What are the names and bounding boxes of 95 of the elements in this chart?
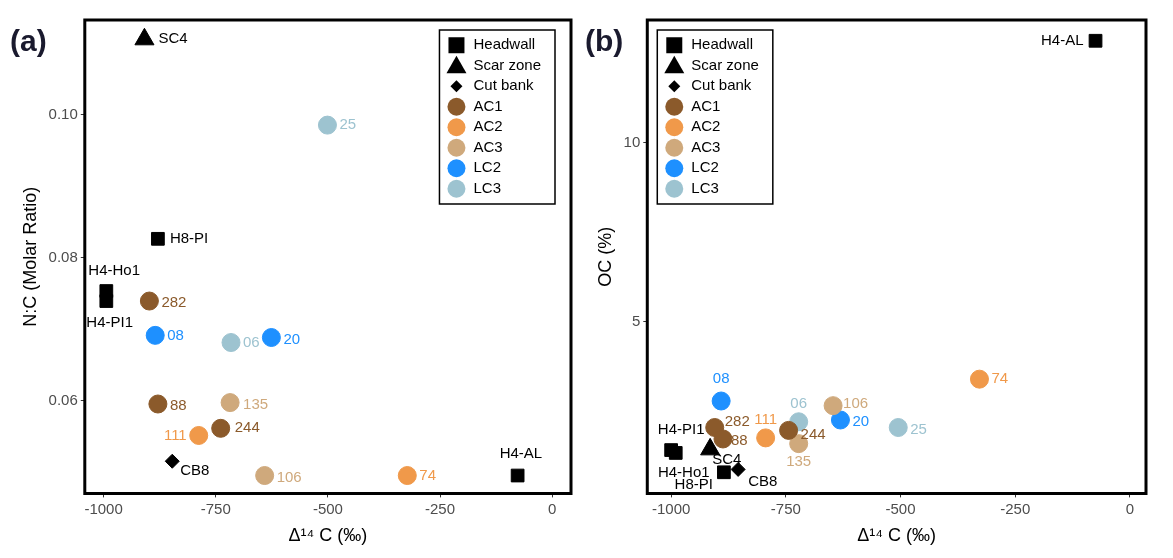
legend-label: AC2 (691, 117, 721, 135)
x-tick-label: -1000 (84, 499, 123, 517)
point (151, 231, 165, 246)
legend-label: Cut bank (473, 76, 534, 94)
point (756, 428, 776, 448)
point (717, 465, 731, 480)
point (1088, 33, 1103, 48)
annotation: H4-PI1 (657, 420, 705, 438)
legend-label: Headwall (473, 35, 536, 53)
annotation: 88 (730, 431, 748, 449)
annotation: 20 (852, 412, 870, 430)
x-tick-label: -250 (1000, 499, 1031, 517)
y-tick-label: 0.10 (48, 104, 78, 122)
annotation: 282 (724, 411, 750, 429)
annotation: 111 (163, 425, 187, 443)
point (823, 396, 843, 416)
legend-label: Scar zone (691, 55, 759, 73)
annotation: SC4 (158, 29, 188, 47)
point (888, 418, 908, 438)
annotation: H8-PI (169, 228, 209, 246)
legend-label: AC3 (691, 137, 721, 155)
annotation: 06 (243, 332, 260, 350)
chart-title: (a) (10, 24, 47, 58)
y-tick-label: 5 (631, 312, 641, 330)
x-axis-title: Δ¹⁴ C (‰) (288, 525, 368, 546)
point (664, 443, 679, 457)
x-tick-label: -500 (312, 499, 343, 517)
point (220, 393, 240, 413)
point (164, 453, 180, 469)
y-tick-label: 10 (623, 132, 641, 150)
annotation: 74 (991, 369, 1009, 387)
x-tick-label: -1000 (651, 499, 691, 517)
annotation: H4-Ho1 (88, 261, 141, 279)
x-tick-label: -500 (885, 499, 916, 517)
point (711, 391, 731, 411)
point (139, 291, 159, 311)
annotation: 135 (786, 451, 812, 469)
annotation: 74 (419, 465, 436, 483)
annotation: 08 (712, 369, 730, 387)
annotation: SC4 (712, 450, 742, 468)
annotation: H4-PI1 (86, 313, 134, 331)
annotation: 282 (161, 293, 187, 311)
annotation: 20 (283, 329, 301, 347)
annotation: CB8 (180, 461, 210, 479)
chart-title: (b) (585, 24, 624, 58)
annotation: 25 (339, 115, 357, 133)
point (99, 294, 114, 308)
legend-label: Headwall (691, 35, 753, 53)
x-tick-label: 0 (547, 499, 557, 517)
annotation: 111 (754, 410, 778, 428)
annotation: 106 (843, 393, 869, 411)
annotation: 88 (169, 396, 187, 414)
legend-label: AC2 (473, 117, 503, 135)
point (317, 115, 337, 135)
point (830, 410, 850, 430)
y-axis-title: N:C (Molar Ratio) (19, 186, 40, 327)
x-tick-label: -750 (200, 499, 231, 517)
x-tick-label: 0 (1125, 499, 1135, 517)
point (510, 468, 525, 483)
x-tick-label: -750 (770, 499, 801, 517)
y-axis-title: OC (%) (594, 226, 615, 287)
annotation: 244 (800, 424, 826, 442)
legend-label: AC1 (473, 96, 503, 114)
legend-label: AC3 (473, 137, 503, 155)
annotation: 106 (276, 467, 302, 485)
annotation: 135 (243, 394, 269, 412)
y-tick-label: 0.06 (48, 390, 78, 408)
legend-label: LC2 (473, 158, 501, 176)
point (211, 418, 231, 438)
legend-label: LC2 (691, 158, 719, 176)
annotation: H4-AL (1041, 30, 1084, 48)
point (969, 369, 989, 389)
point (255, 466, 275, 486)
annotation: CB8 (748, 471, 778, 489)
annotation: 08 (167, 325, 184, 343)
x-axis-title: Δ¹⁴ C (‰) (857, 525, 937, 546)
legend-label: Scar zone (473, 55, 542, 73)
annotation: 244 (234, 418, 260, 436)
legend-label: LC3 (691, 178, 719, 196)
point (189, 425, 209, 445)
point (148, 394, 168, 414)
annotation: 06 (790, 393, 808, 411)
legend-label: Cut bank (691, 76, 752, 94)
point (779, 420, 799, 440)
point (713, 429, 733, 449)
y-tick-label: 0.08 (48, 247, 78, 265)
legend-label: LC3 (473, 178, 501, 196)
annotation: 25 (910, 419, 927, 437)
point (397, 466, 417, 486)
annotation: H4-AL (499, 443, 543, 461)
point (145, 325, 165, 345)
x-tick-label: -250 (425, 499, 456, 517)
legend-label: AC1 (691, 96, 721, 114)
point (261, 328, 281, 348)
point (221, 333, 241, 353)
